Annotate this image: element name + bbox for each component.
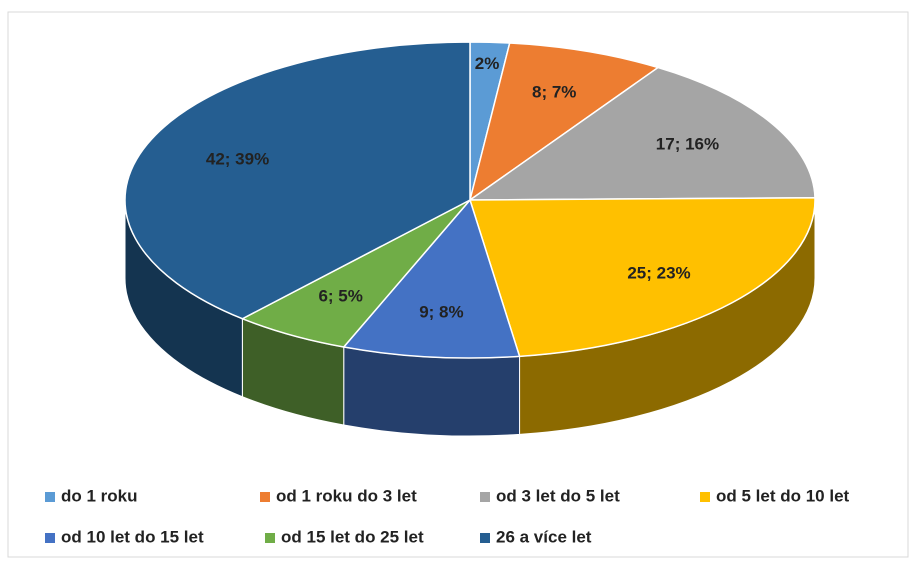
legend-marker [700,492,710,502]
slice [468,196,816,358]
slice [124,41,471,320]
data-label: 25; 23% [627,263,690,282]
legend-label: od 10 let do 15 let [61,527,204,546]
data-label: 6; 5% [318,287,362,306]
legend-marker [265,533,275,543]
legend-label: od 1 roku do 3 let [276,486,417,505]
data-label: 42; 39% [206,149,269,168]
legend-label: od 3 let do 5 let [496,486,620,505]
slice-side [343,346,521,437]
data-label: 17; 16% [656,135,719,154]
legend-marker [480,533,490,543]
legend-marker [45,492,55,502]
legend-label: 26 a více let [496,527,592,546]
legend-label: do 1 roku [61,486,138,505]
legend-marker [45,533,55,543]
data-label: 9; 8% [419,302,463,321]
slice [468,42,660,202]
data-label: 2% [475,54,500,73]
slice [467,66,816,201]
legend-marker [480,492,490,502]
slice [342,198,521,359]
legend-label: od 5 let do 10 let [716,486,850,505]
data-label: 8; 7% [532,82,576,101]
legend-label: od 15 let do 25 let [281,527,424,546]
legend-marker [260,492,270,502]
